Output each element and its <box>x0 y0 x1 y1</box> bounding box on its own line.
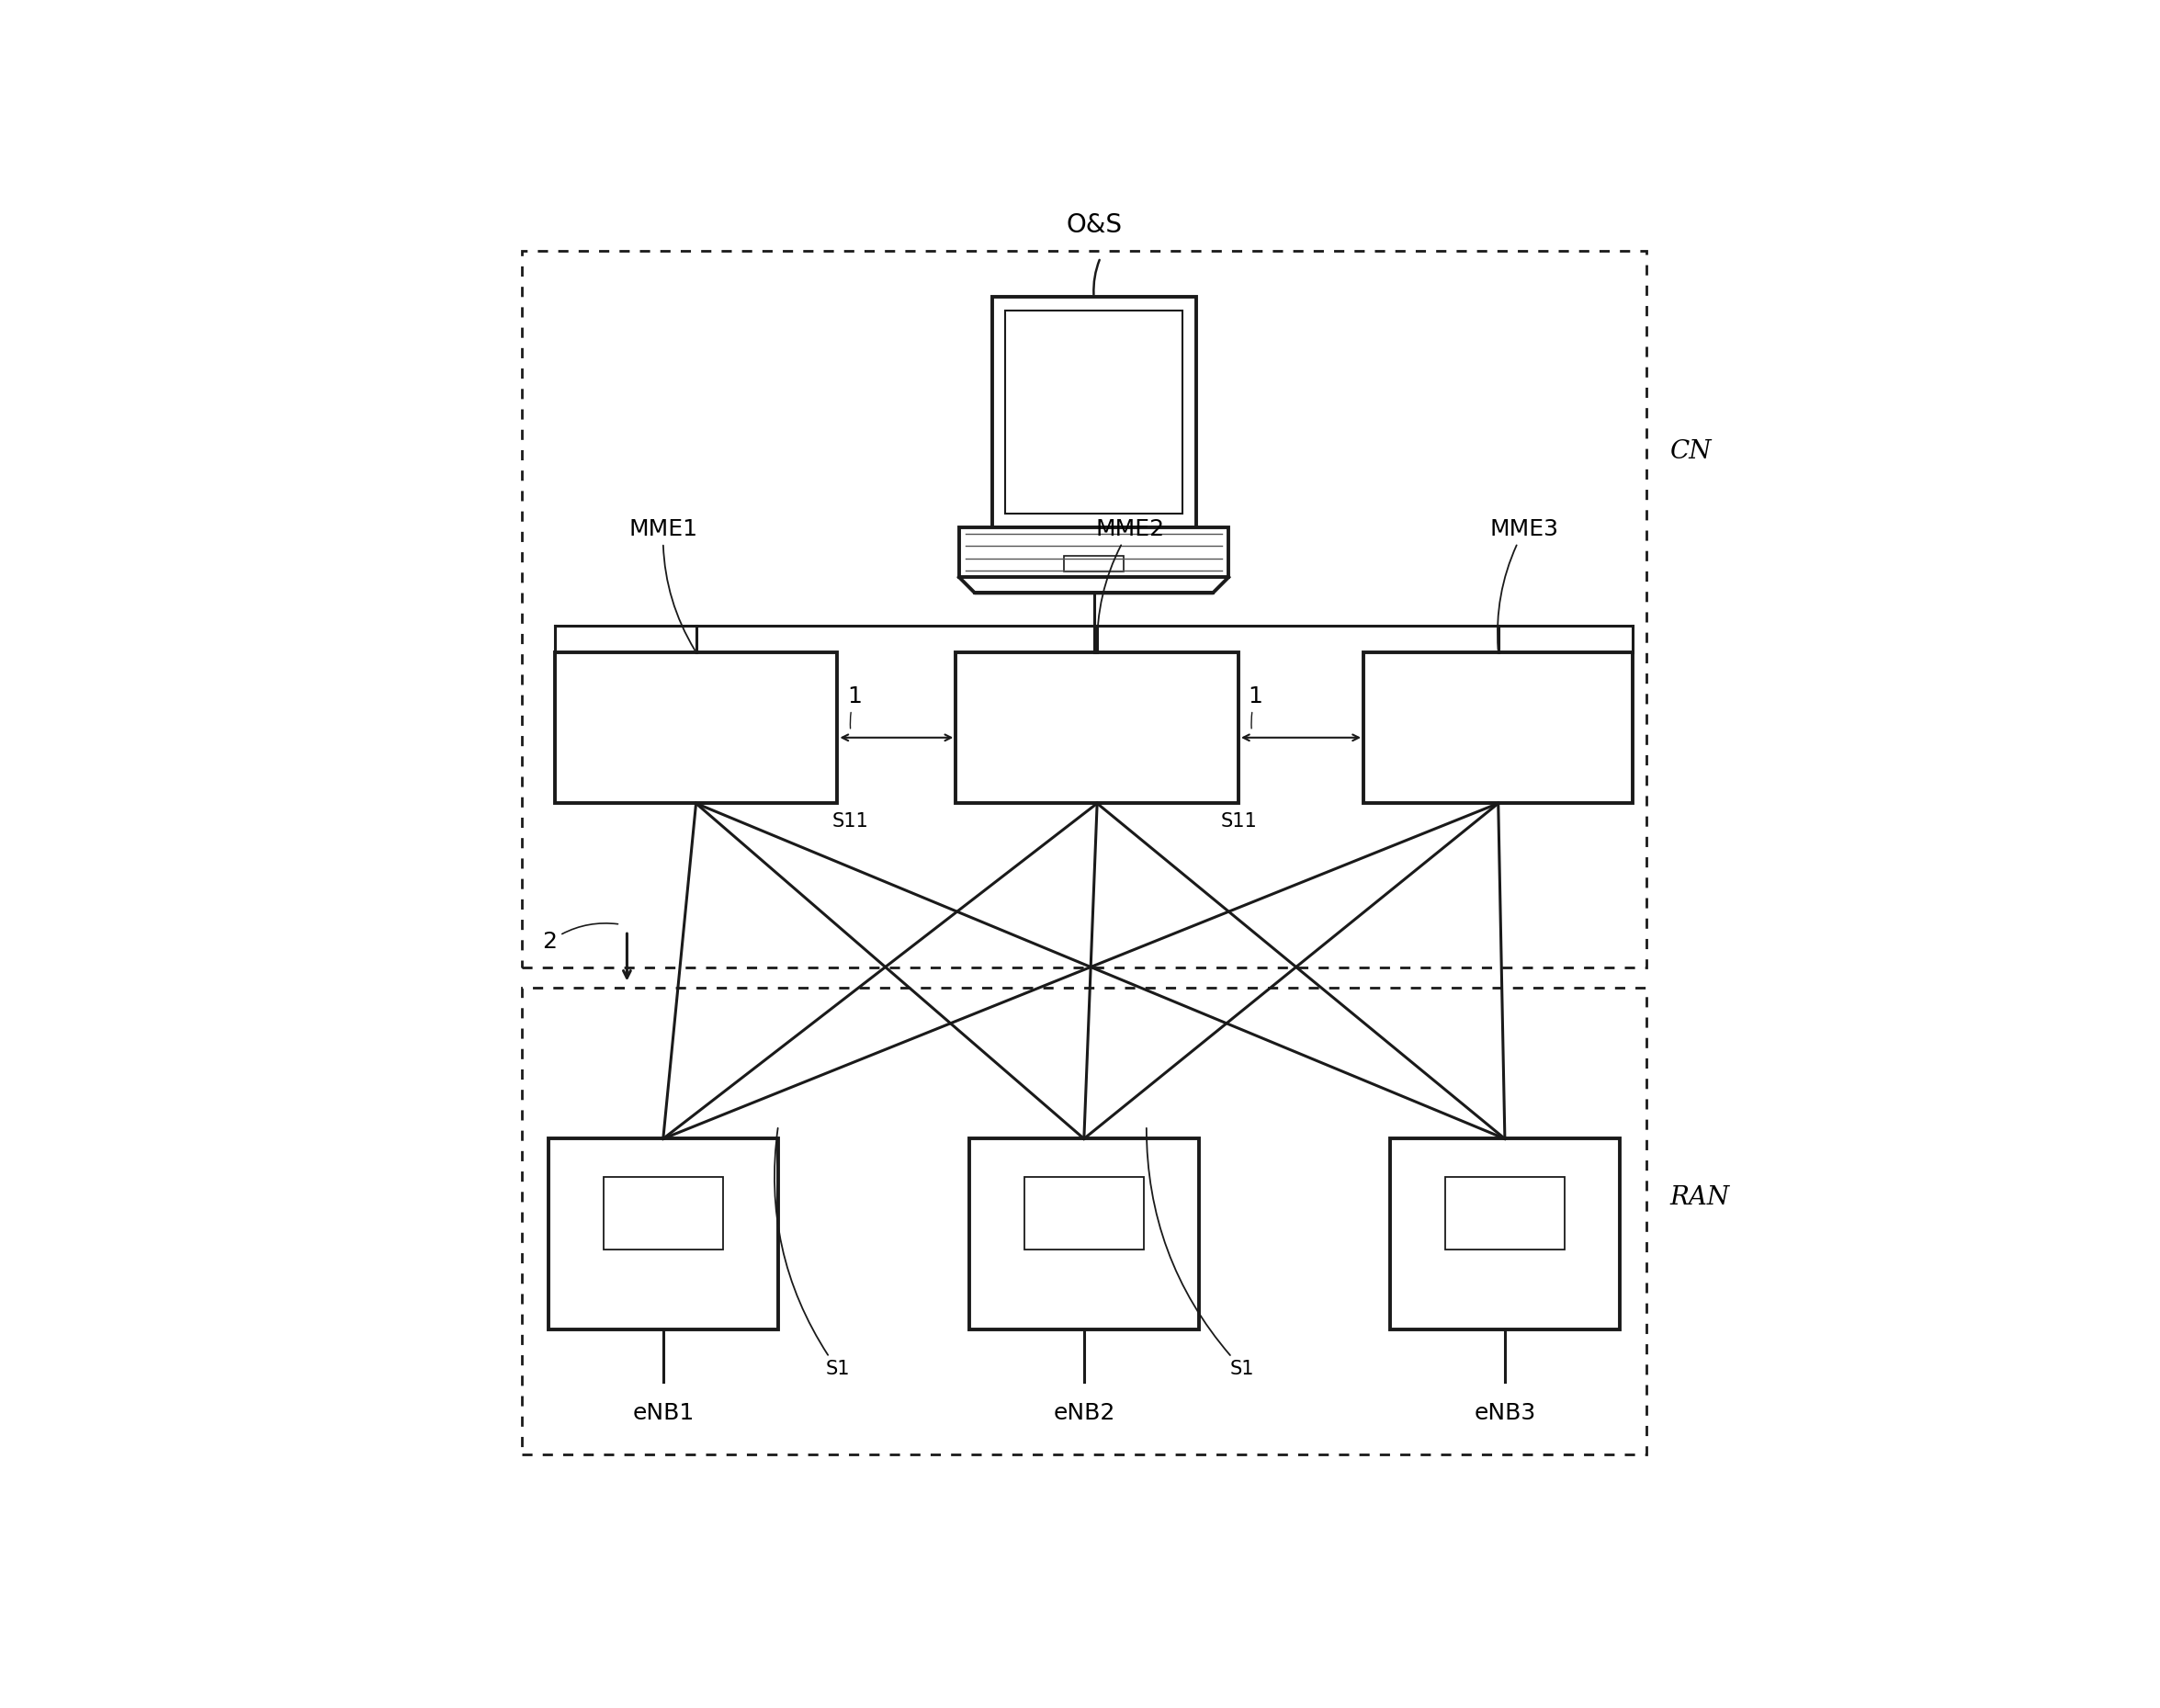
Text: MME1: MME1 <box>629 518 698 651</box>
Text: CN: CN <box>1670 439 1711 465</box>
Text: O&S: O&S <box>1065 212 1121 237</box>
Bar <box>1363 652 1633 803</box>
Text: 1: 1 <box>847 685 862 729</box>
Text: eNB2: eNB2 <box>1054 1402 1115 1424</box>
Text: eNB3: eNB3 <box>1473 1402 1536 1424</box>
Bar <box>1004 311 1184 514</box>
Text: 1: 1 <box>1248 685 1264 729</box>
Bar <box>1065 557 1123 572</box>
Text: RAN: RAN <box>1670 1185 1730 1209</box>
Bar <box>555 652 838 803</box>
Bar <box>991 297 1197 528</box>
Text: S11: S11 <box>832 813 868 830</box>
Bar <box>955 652 1238 803</box>
Text: 2: 2 <box>542 924 618 953</box>
Bar <box>549 1139 778 1329</box>
Bar <box>1389 1139 1620 1329</box>
Bar <box>970 1139 1199 1329</box>
Text: S11: S11 <box>1220 813 1257 830</box>
Text: S1: S1 <box>1147 1127 1255 1378</box>
Text: MME3: MME3 <box>1490 518 1560 649</box>
Bar <box>523 251 1646 968</box>
Bar <box>603 1177 724 1249</box>
Bar <box>1024 1177 1145 1249</box>
Text: S1: S1 <box>775 1127 849 1378</box>
Text: MME2: MME2 <box>1095 518 1164 649</box>
Bar <box>523 987 1646 1455</box>
Bar <box>959 528 1229 577</box>
Text: eNB1: eNB1 <box>633 1402 693 1424</box>
Bar <box>1445 1177 1564 1249</box>
